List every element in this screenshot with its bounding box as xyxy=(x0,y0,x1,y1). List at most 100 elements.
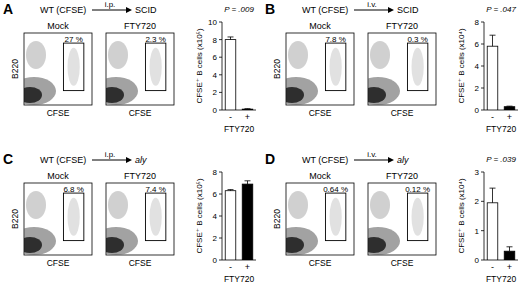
x-label: CFSE xyxy=(47,108,70,118)
gate xyxy=(407,43,427,91)
recipient: SCID xyxy=(135,5,157,15)
gated-cells xyxy=(412,198,424,236)
y-tick-label: 4 xyxy=(475,62,480,71)
gate xyxy=(63,193,83,241)
y-tick-label: 6 xyxy=(213,53,218,62)
y-tick-label: 2 xyxy=(475,84,480,93)
cell-cloud-upper xyxy=(26,191,46,219)
x-label: CFSE xyxy=(129,258,152,268)
y-tick xyxy=(481,201,484,202)
bar xyxy=(242,184,253,260)
route: i.p. xyxy=(105,0,116,9)
arrow xyxy=(354,10,390,11)
cell-cloud xyxy=(286,77,318,105)
cloud xyxy=(106,41,162,105)
bar xyxy=(225,40,236,110)
bars xyxy=(225,181,253,260)
x-axis-label: FTY720 xyxy=(486,274,517,284)
donor: WT (CFSE) xyxy=(302,5,348,15)
y-axis-label: CFSE⁺ B cells (x10⁴) xyxy=(457,28,466,104)
cell-cloud xyxy=(368,227,400,255)
condition: Mock xyxy=(309,171,331,181)
condition: Mock xyxy=(47,171,69,181)
y-tick xyxy=(219,110,222,111)
donor: WT (CFSE) xyxy=(40,5,86,15)
cell-cloud-upper xyxy=(26,41,46,69)
y-tick xyxy=(481,260,484,261)
gated-cells xyxy=(68,198,80,236)
arrow-head xyxy=(388,157,394,163)
y-tick xyxy=(219,216,222,217)
cloud xyxy=(24,41,80,105)
cell-cloud-upper xyxy=(108,191,128,219)
panel-letter: B xyxy=(265,1,275,17)
gate-percent: 0.12 % xyxy=(405,185,430,194)
y-tick-label: 8 xyxy=(475,18,480,27)
gate xyxy=(325,43,345,91)
y-tick xyxy=(481,88,484,89)
gate xyxy=(407,193,427,241)
condition: FTY720 xyxy=(124,171,156,181)
gate xyxy=(63,43,83,91)
gate-percent: 2.3 % xyxy=(145,35,165,44)
y-tick-label: 2 xyxy=(213,234,218,243)
cell-cloud-upper xyxy=(370,41,390,69)
condition: FTY720 xyxy=(386,21,418,31)
x-tick-label: - xyxy=(229,262,232,272)
x-label: CFSE xyxy=(391,108,414,118)
cloud xyxy=(286,191,342,255)
cell-cloud-core xyxy=(368,237,386,253)
gate-percent: 0.64 % xyxy=(323,185,348,194)
route: i.p. xyxy=(105,150,116,159)
gate-percent: 27 % xyxy=(65,35,83,44)
condition: FTY720 xyxy=(386,171,418,181)
cell-cloud xyxy=(286,227,318,255)
cell-cloud-core xyxy=(368,87,386,103)
y-tick xyxy=(219,22,222,23)
bars xyxy=(487,35,515,110)
arrow xyxy=(92,10,128,11)
bars xyxy=(487,188,515,260)
error-bar xyxy=(507,247,513,251)
x-tick-label: - xyxy=(229,112,232,122)
error-bar xyxy=(228,190,234,191)
cell-cloud xyxy=(106,227,138,255)
bar xyxy=(487,203,498,260)
x-tick-label: + xyxy=(507,262,512,272)
y-tick-label: 0 xyxy=(475,256,480,265)
route: i.v. xyxy=(367,150,377,159)
x-axis-label: FTY720 xyxy=(486,124,517,134)
bars xyxy=(225,37,253,110)
x-label: CFSE xyxy=(309,108,332,118)
y-tick xyxy=(481,22,484,23)
y-tick-label: 6 xyxy=(475,40,480,49)
y-tick xyxy=(481,44,484,45)
x-label: CFSE xyxy=(47,258,70,268)
x-tick-label: - xyxy=(491,262,494,272)
cloud xyxy=(24,191,80,255)
y-axis xyxy=(484,172,485,260)
gated-cells xyxy=(412,48,424,86)
arrow xyxy=(354,160,390,161)
error-bar xyxy=(245,108,251,109)
y-tick-label: 3 xyxy=(475,168,480,177)
panel-letter: A xyxy=(3,1,13,17)
error-bar xyxy=(507,106,513,108)
condition: Mock xyxy=(309,21,331,31)
y-tick xyxy=(219,57,222,58)
y-axis-label: CFSE⁺ B cells (x10⁵) xyxy=(195,178,204,253)
cell-cloud-core xyxy=(24,87,42,103)
gated-cells xyxy=(330,198,342,236)
y-tick xyxy=(481,66,484,67)
gated-cells xyxy=(68,48,80,86)
gate-percent: 7.4 % xyxy=(145,185,165,194)
y-axis-label: CFSE⁺ B cells (x10⁵) xyxy=(195,28,204,103)
x-label: CFSE xyxy=(309,258,332,268)
cell-cloud xyxy=(368,77,400,105)
x-axis-label: FTY720 xyxy=(224,124,255,134)
p-value: P = .009 xyxy=(224,5,254,14)
y-tick-label: 0 xyxy=(213,256,218,265)
cell-cloud xyxy=(106,77,138,105)
panel-letter: D xyxy=(265,151,275,167)
cloud xyxy=(368,191,424,255)
